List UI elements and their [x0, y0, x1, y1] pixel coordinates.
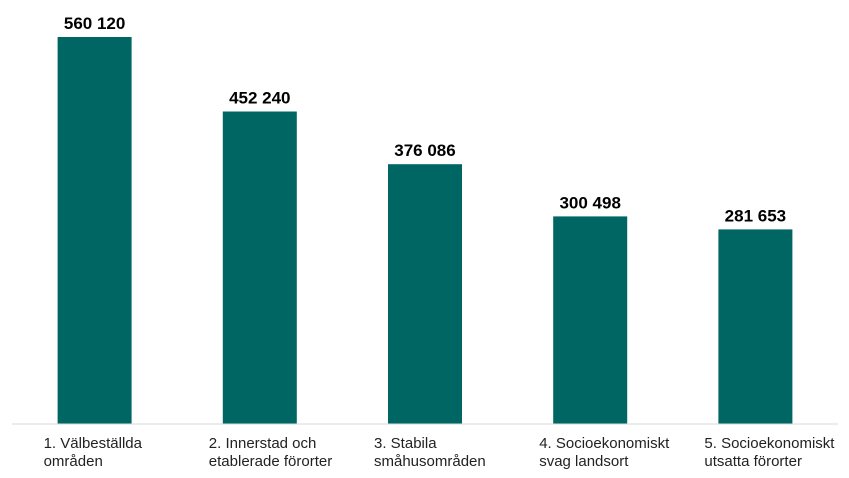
category-label-4: 4. Socioekonomiskt svag landsort — [539, 435, 670, 470]
category-label-line: svag landsort — [539, 453, 629, 470]
category-label-line: 4. Socioekonomiskt — [539, 435, 670, 452]
bar-1 — [57, 37, 132, 424]
category-label-5: 5. Socioekonomiskt utsatta förorter — [704, 435, 835, 470]
value-label-3: 376 086 — [394, 141, 455, 160]
category-label-line: 1. Välbeställda — [44, 435, 143, 452]
bar-5 — [718, 229, 793, 424]
category-label-line: utsatta förorter — [704, 453, 802, 470]
value-label-4: 300 498 — [559, 193, 620, 212]
bar-3 — [388, 164, 462, 424]
value-label-1: 560 120 — [64, 14, 125, 33]
category-label-3: 3. Stabila småhusområden — [374, 435, 486, 470]
category-label-line: etablerade förorter — [209, 453, 332, 470]
bar-2 — [222, 111, 297, 424]
value-label-5: 281 653 — [725, 206, 786, 225]
category-label-line: småhusområden — [374, 453, 486, 470]
category-label-line: 2. Innerstad och — [209, 435, 317, 452]
category-labels-group: 1. Välbeställda områden 2. Innerstad och et… — [44, 435, 836, 470]
category-label-line: 5. Socioekonomiskt — [704, 435, 835, 452]
bar-4 — [553, 216, 628, 424]
value-labels-group: 560 120 452 240 376 086 300 498 281 653 — [64, 14, 786, 225]
value-label-2: 452 240 — [229, 89, 290, 108]
category-label-2: 2. Innerstad och etablerade förorter — [209, 435, 332, 470]
category-label-line: 3. Stabila — [374, 435, 437, 452]
category-label-line: områden — [44, 453, 103, 470]
bars-group — [57, 37, 793, 424]
category-label-1: 1. Välbeställda områden — [44, 435, 143, 470]
